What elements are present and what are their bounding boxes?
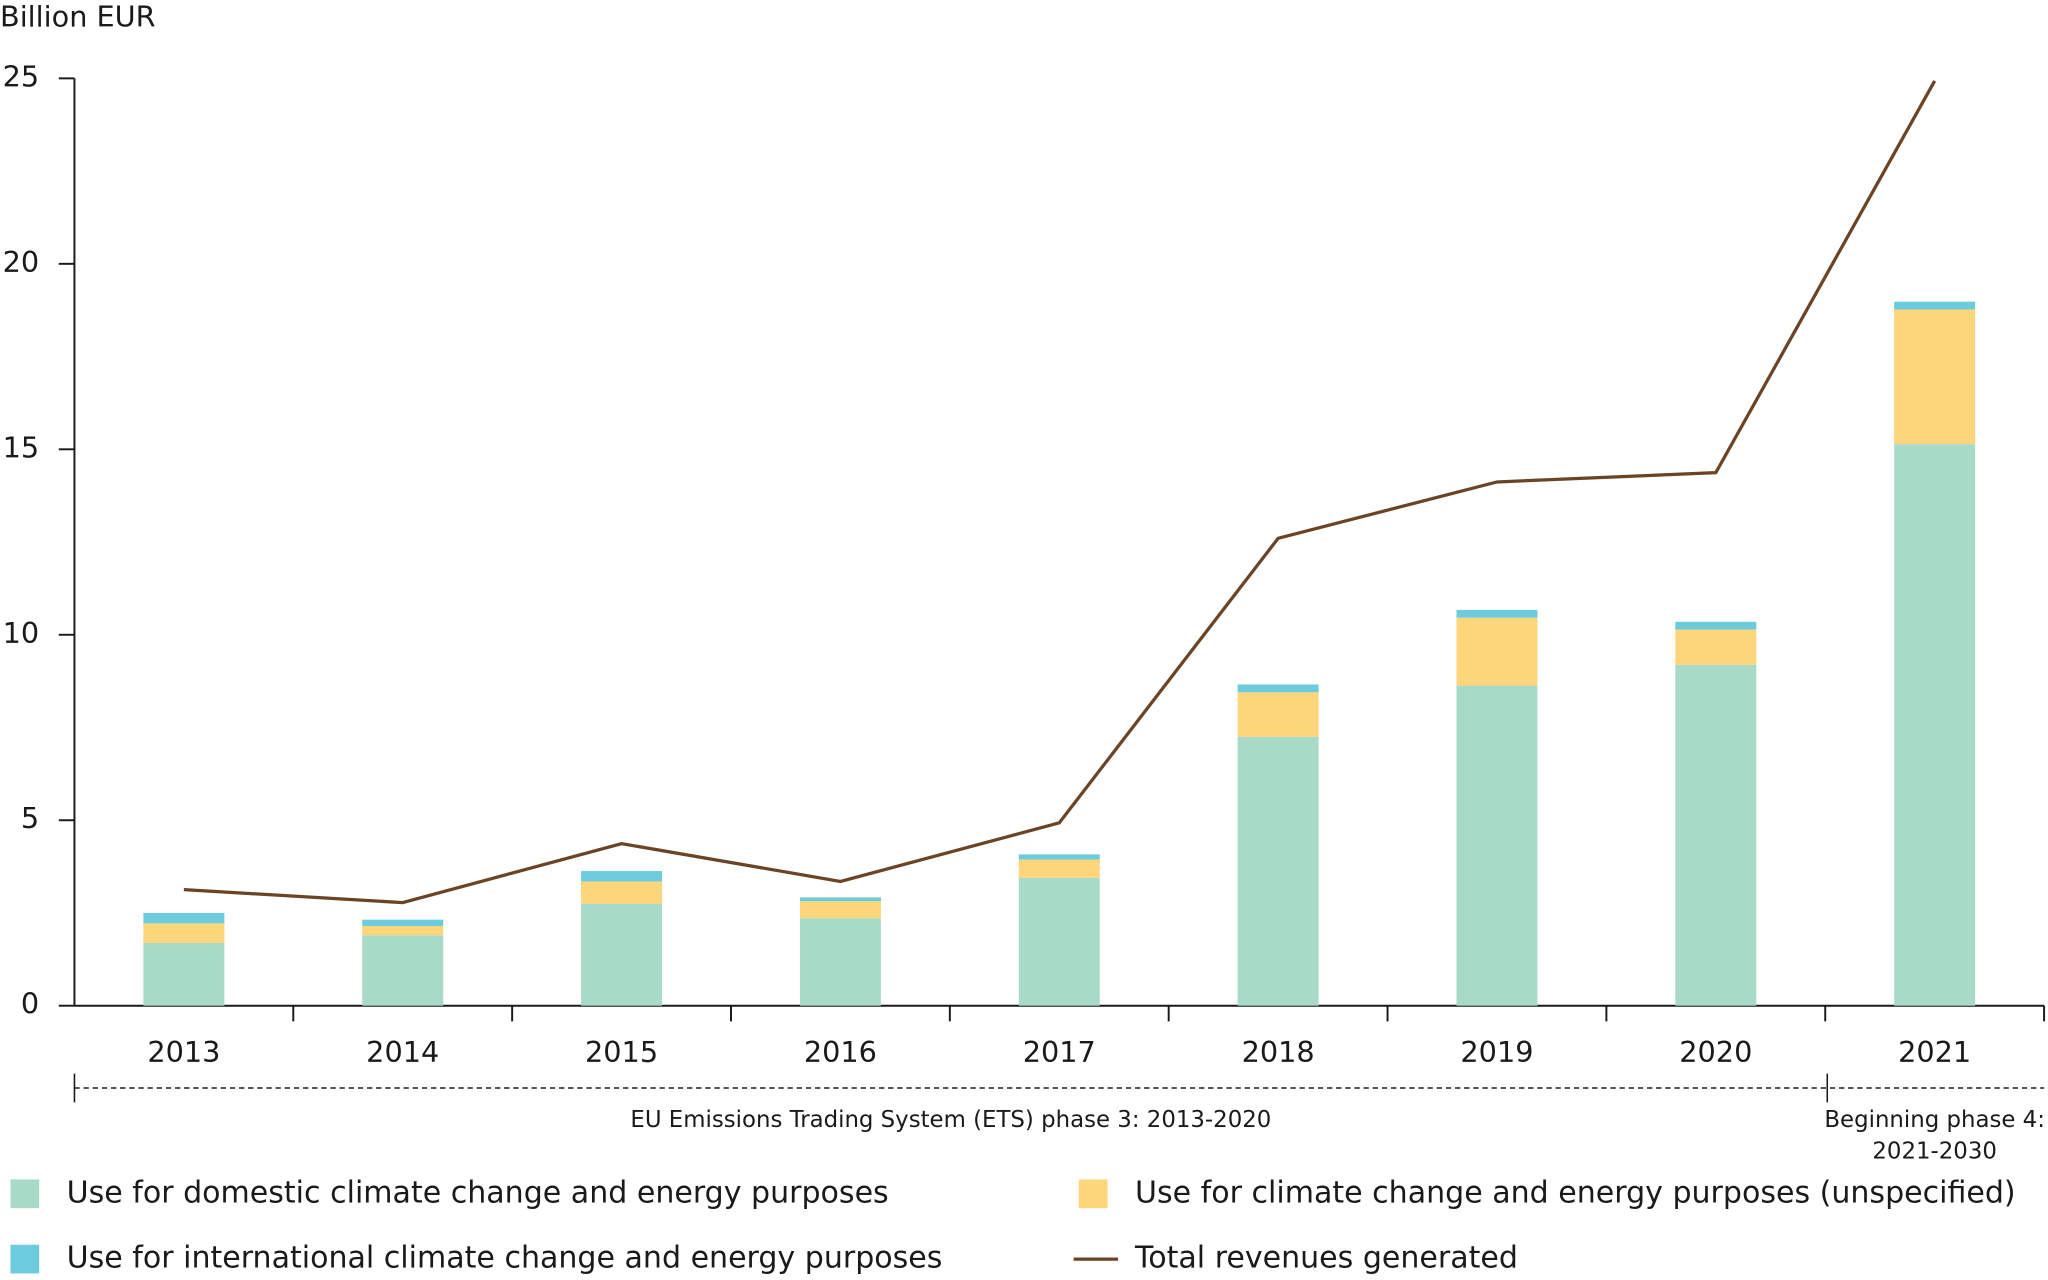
x-tick-label: 2020 (1679, 1035, 1752, 1069)
bar-segment (1894, 444, 1976, 1006)
bar-segment (1018, 859, 1100, 878)
total-line (183, 80, 1937, 905)
bar-segment (143, 912, 225, 924)
bar-segment (1675, 664, 1757, 1006)
bar-segment (581, 903, 663, 1006)
bar-segment (362, 935, 444, 1006)
legend-label: Use for climate change and energy purpos… (1135, 1175, 2016, 1210)
bar-segment (1237, 684, 1319, 693)
bar-segment (143, 943, 225, 1006)
bar-segment (1237, 736, 1319, 1006)
bar-segment (1018, 854, 1100, 860)
x-tick-label: 2014 (366, 1035, 439, 1069)
x-tick-label: 2019 (1460, 1035, 1533, 1069)
y-tick-label: 0 (21, 987, 39, 1021)
y-tick-label: 25 (3, 59, 40, 93)
bar-segment (1237, 692, 1319, 737)
x-tick-label: 2018 (1242, 1035, 1315, 1069)
x-tick-label: 2021 (1898, 1035, 1971, 1069)
bar-segment (1894, 301, 1976, 310)
bar-segment (1675, 621, 1757, 630)
bar-segment (1456, 685, 1538, 1006)
legend-swatch (10, 1244, 40, 1274)
bar-segment (1675, 629, 1757, 665)
bar-segment (362, 925, 444, 936)
y-tick-label: 10 (3, 616, 40, 650)
legend-label: Use for domestic climate change and ener… (67, 1175, 889, 1210)
bar-segment (799, 897, 881, 902)
y-axis-title: Billion EUR (0, 0, 156, 33)
bar-segment (1894, 309, 1976, 445)
bar-segment (799, 901, 881, 919)
y-tick-label: 20 (3, 245, 40, 279)
bar-segment (362, 919, 444, 926)
y-tick-label: 15 (3, 430, 40, 464)
legend-swatch (1078, 1179, 1108, 1209)
bar-segment (1018, 877, 1100, 1006)
phase-annotation: 2021-2030 (1872, 1139, 1997, 1165)
x-tick-label: 2015 (585, 1035, 658, 1069)
y-tick-label: 5 (21, 801, 39, 835)
x-tick-label: 2013 (147, 1035, 220, 1069)
phase-annotation: Beginning phase 4: (1824, 1107, 2045, 1133)
bar-segment (799, 918, 881, 1006)
legend-label: Total revenues generated (1134, 1241, 1518, 1276)
bar-segment (1456, 617, 1538, 686)
x-tick-label: 2017 (1023, 1035, 1096, 1069)
x-tick-label: 2016 (804, 1035, 877, 1069)
bar-segment (143, 923, 225, 944)
legend-label: Use for international climate change and… (67, 1241, 943, 1276)
phase-annotation: EU Emissions Trading System (ETS) phase … (630, 1107, 1271, 1133)
bar-segment (581, 881, 663, 904)
bar-segment (581, 871, 663, 882)
legend-swatch (10, 1179, 40, 1209)
bar-segment (1456, 609, 1538, 618)
